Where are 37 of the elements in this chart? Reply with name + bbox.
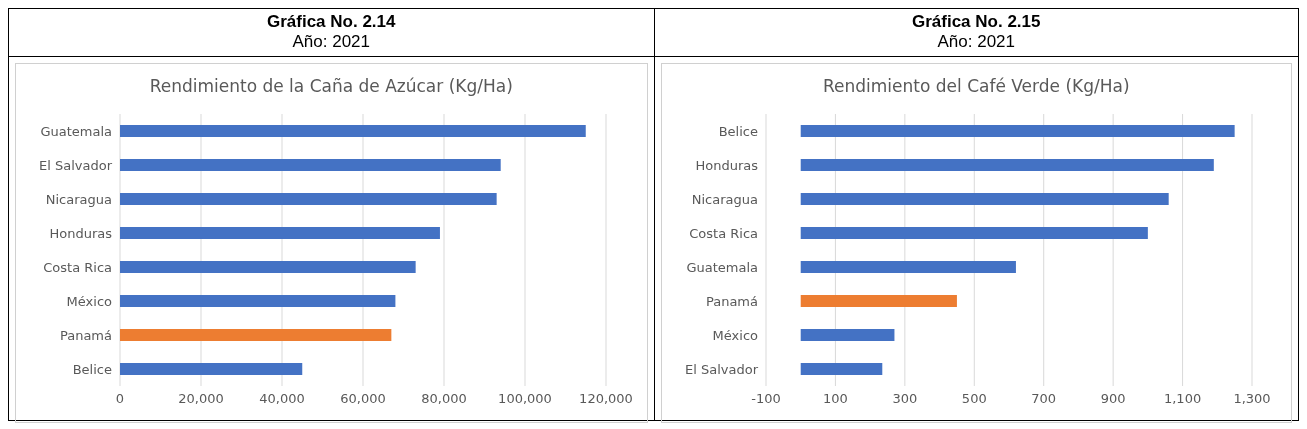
y-tick-label: Honduras: [694, 157, 758, 173]
x-tick-label: 80,000: [421, 391, 467, 407]
y-tick-label: El Salvador: [684, 361, 759, 377]
x-tick-label: 900: [1100, 391, 1126, 407]
x-tick-label: 100: [822, 391, 848, 407]
y-tick-label: México: [712, 327, 758, 343]
x-tick-label: 1,100: [1163, 391, 1201, 407]
y-tick-label: Nicaragua: [691, 191, 758, 207]
x-tick-label: 20,000: [178, 391, 224, 407]
y-tick-label: Panamá: [59, 327, 112, 343]
x-tick-label: 0: [115, 391, 125, 407]
chart-title: Rendimiento del Café Verde (Kg/Ha): [821, 75, 1131, 98]
x-tick-label: 100,000: [498, 391, 552, 407]
x-tick-label: 1,300: [1232, 391, 1271, 407]
x-tick-label: 40,000: [259, 391, 305, 407]
x-tick-label: 700: [1030, 391, 1056, 407]
y-tick-label: Belice: [72, 361, 112, 377]
x-tick-label: 60,000: [340, 391, 386, 407]
text: Gráfica No. 2.15: [911, 12, 1042, 32]
y-tick-label: Nicaragua: [45, 191, 112, 207]
text: Gráfica No. 2.14: [266, 12, 397, 32]
y-tick-label: Panamá: [705, 293, 758, 309]
text: Año: 2021: [291, 32, 371, 52]
y-tick-label: México: [66, 293, 113, 309]
x-tick-label: -100: [750, 391, 781, 407]
y-tick-label: Belice: [718, 123, 758, 139]
x-tick-label: 500: [961, 391, 987, 407]
y-tick-label: Costa Rica: [43, 259, 112, 275]
x-tick-label: 120,000: [579, 391, 633, 407]
text: Año: 2021: [936, 32, 1016, 52]
y-tick-label: Costa Rica: [688, 225, 758, 241]
chart-title: Rendimiento de la Caña de Azúcar (Kg/Ha): [148, 75, 514, 98]
y-tick-label: Guatemala: [685, 259, 758, 275]
x-tick-label: 300: [891, 391, 917, 407]
y-tick-label: El Salvador: [39, 157, 113, 173]
y-tick-label: Guatemala: [40, 123, 112, 139]
y-tick-label: Honduras: [49, 225, 113, 241]
